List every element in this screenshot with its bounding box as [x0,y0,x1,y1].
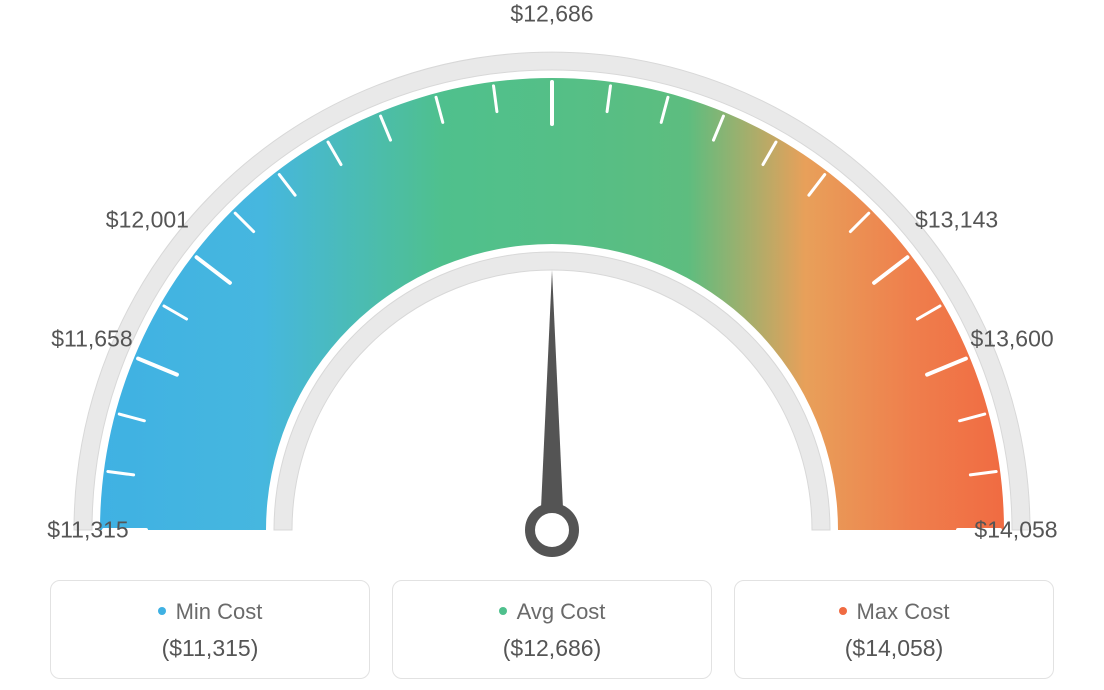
gauge-scale-label: $12,001 [106,206,189,233]
legend-title-min: Min Cost [158,599,263,625]
legend-card-min: Min Cost ($11,315) [50,580,370,679]
dot-icon [158,607,166,615]
legend-card-max: Max Cost ($14,058) [734,580,1054,679]
legend-value-avg: ($12,686) [405,635,699,662]
legend-title-max: Max Cost [839,599,950,625]
legend-row: Min Cost ($11,315) Avg Cost ($12,686) Ma… [50,580,1054,679]
gauge-scale-label: $11,658 [51,326,132,353]
legend-value-min: ($11,315) [63,635,357,662]
gauge-scale-label: $13,600 [971,326,1054,353]
gauge-scale-label: $14,058 [974,517,1057,544]
gauge-scale-label: $13,143 [915,206,998,233]
gauge-scale-label: $12,686 [510,1,593,28]
legend-title-avg: Avg Cost [499,599,606,625]
legend-label: Max Cost [857,599,950,624]
dot-icon [499,607,507,615]
legend-label: Avg Cost [517,599,606,624]
legend-label: Min Cost [176,599,263,624]
gauge: $11,315$11,658$12,001$12,686$13,143$13,6… [52,20,1052,560]
legend-card-avg: Avg Cost ($12,686) [392,580,712,679]
dot-icon [839,607,847,615]
chart-container: $11,315 $11,658 $12,001 $12,686 $13,143 $13,6… [0,0,1104,690]
gauge-scale-label: $11,315 [47,517,128,544]
legend-value-max: ($14,058) [747,635,1041,662]
gauge-svg [52,20,1052,560]
